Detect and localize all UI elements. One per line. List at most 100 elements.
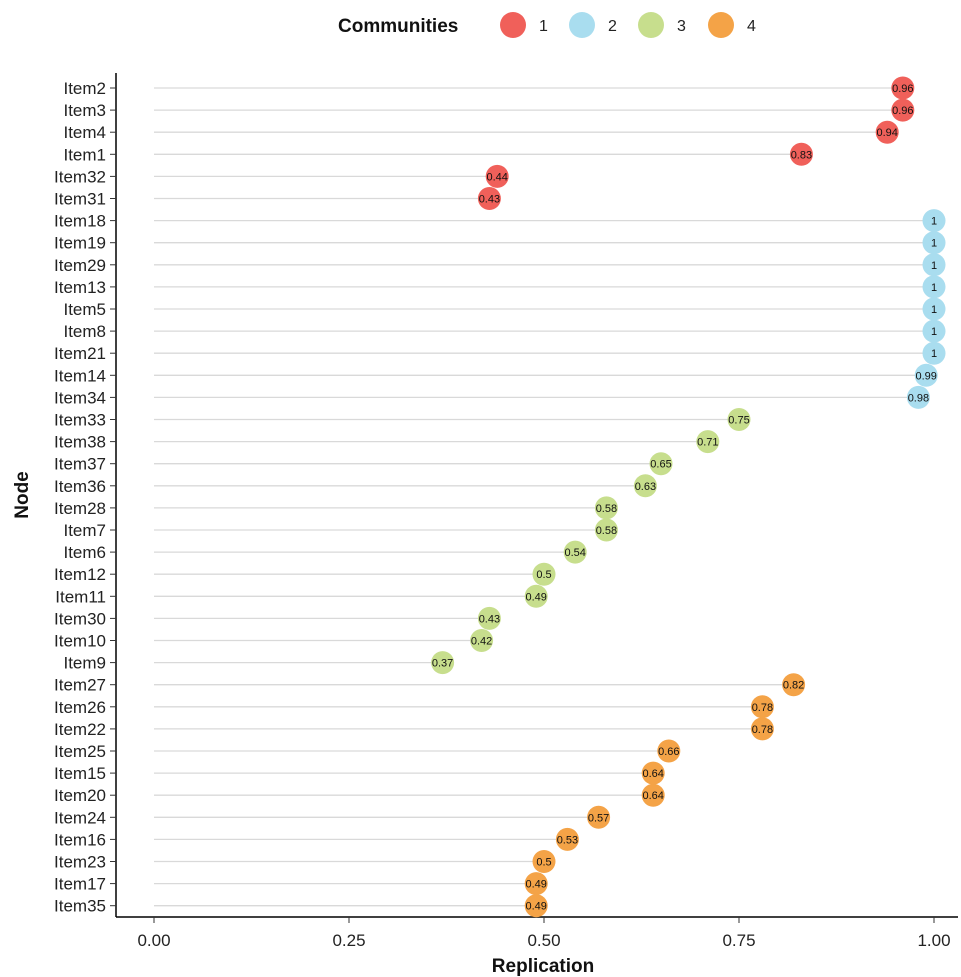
data-point — [594, 518, 618, 542]
data-point — [470, 629, 494, 652]
data-point — [594, 496, 618, 520]
point-value-label: 0.53 — [557, 834, 578, 846]
point-value-label: 0.71 — [697, 437, 718, 449]
point-value-label: 1 — [931, 238, 937, 250]
y-tick-label: Item37 — [54, 455, 106, 474]
legend-swatch-1 — [500, 12, 526, 38]
y-tick-label: Item4 — [63, 123, 106, 142]
data-point — [555, 827, 579, 851]
x-tick-label: 1.00 — [917, 931, 950, 950]
y-tick-label: Item21 — [54, 344, 106, 363]
y-tick-label: Item30 — [54, 609, 106, 628]
y-tick-label: Item5 — [63, 300, 106, 319]
point-value-label: 0.78 — [752, 702, 773, 714]
data-point — [641, 761, 665, 785]
y-tick-label: Item10 — [54, 632, 106, 651]
legend-swatch-4 — [708, 12, 734, 38]
data-point — [649, 452, 673, 476]
data-point — [750, 695, 774, 719]
data-point — [891, 98, 915, 122]
y-tick-label: Item23 — [54, 853, 106, 872]
data-point — [922, 231, 946, 255]
data-point — [696, 430, 720, 454]
point-value-label: 0.42 — [471, 636, 492, 648]
y-axis-ticks: Item2 Item3 Item4 Item1 Item32 Item31 Item18 It… — [54, 79, 116, 916]
x-tick-label: 0.50 — [527, 931, 560, 950]
y-tick-label: Item33 — [54, 411, 106, 430]
y-tick-label: Item9 — [63, 654, 106, 673]
data-point — [524, 584, 548, 608]
point-value-label: 0.49 — [525, 591, 546, 603]
y-tick-label: Item25 — [54, 742, 106, 761]
y-tick-label: Item13 — [54, 278, 106, 297]
data-point — [431, 651, 455, 675]
point-value-label: 0.58 — [596, 525, 617, 537]
point-value-label: 0.49 — [525, 901, 546, 913]
y-tick-label: Item28 — [54, 499, 106, 518]
legend: Communities 1 2 3 4 — [338, 12, 756, 38]
y-tick-label: Item29 — [54, 256, 106, 275]
data-point — [587, 805, 611, 829]
y-tick-label: Item38 — [54, 433, 106, 452]
y-tick-label: Item3 — [63, 101, 106, 120]
data-point — [485, 164, 509, 188]
legend-label-1: 1 — [539, 18, 548, 35]
point-value-label: 0.64 — [642, 790, 663, 802]
data-point — [524, 894, 548, 918]
data-point — [563, 540, 587, 564]
data-point — [875, 120, 899, 144]
data-point — [727, 408, 751, 431]
y-tick-label: Item2 — [63, 79, 106, 98]
x-tick-label: 0.00 — [137, 931, 170, 950]
y-tick-label: Item8 — [63, 322, 106, 341]
y-tick-label: Item35 — [54, 897, 106, 916]
data-point — [891, 76, 915, 100]
legend-swatch-3 — [638, 12, 664, 38]
point-value-label: 0.58 — [596, 503, 617, 515]
x-tick-label: 0.25 — [332, 931, 365, 950]
y-tick-label: Item7 — [63, 521, 106, 540]
y-tick-label: Item15 — [54, 764, 106, 783]
data-point — [922, 319, 946, 343]
y-tick-label: Item16 — [54, 830, 106, 849]
y-tick-label: Item17 — [54, 875, 106, 894]
data-point — [657, 739, 681, 763]
y-tick-label: Item12 — [54, 565, 106, 584]
data-point — [914, 363, 938, 387]
y-tick-label: Item26 — [54, 698, 106, 717]
point-value-label: 0.82 — [783, 680, 804, 692]
y-tick-label: Item31 — [54, 190, 106, 209]
point-value-label: 0.75 — [728, 415, 749, 427]
point-value-label: 0.96 — [892, 83, 913, 95]
point-value-label: 0.54 — [564, 547, 585, 559]
x-tick-label: 0.75 — [722, 931, 755, 950]
data-point — [750, 717, 774, 741]
data-point — [532, 562, 556, 586]
point-value-label: 1 — [931, 282, 937, 294]
x-axis-title: Replication — [492, 956, 594, 977]
point-value-label: 0.78 — [752, 724, 773, 736]
data-point — [782, 673, 806, 697]
point-value-label: 0.96 — [892, 105, 913, 117]
point-value-label: 0.65 — [650, 459, 671, 471]
point-value-label: 1 — [931, 348, 937, 360]
data-point — [477, 187, 501, 210]
y-tick-label: Item22 — [54, 720, 106, 739]
y-tick-label: Item11 — [55, 587, 106, 606]
y-tick-label: Item34 — [54, 388, 106, 407]
data-point — [922, 297, 946, 321]
legend-label-2: 2 — [608, 18, 617, 35]
point-value-label: 0.64 — [642, 768, 663, 780]
point-value-label: 0.94 — [876, 127, 897, 139]
data-point — [789, 142, 813, 166]
stems-layer — [154, 87, 934, 907]
point-value-label: 1 — [931, 260, 937, 272]
point-value-label: 0.37 — [432, 658, 453, 670]
data-point — [906, 385, 930, 409]
point-value-label: 0.5 — [536, 569, 551, 581]
point-value-label: 1 — [931, 326, 937, 338]
data-point — [477, 606, 501, 630]
legend-label-4: 4 — [747, 18, 756, 35]
data-point — [922, 253, 946, 277]
